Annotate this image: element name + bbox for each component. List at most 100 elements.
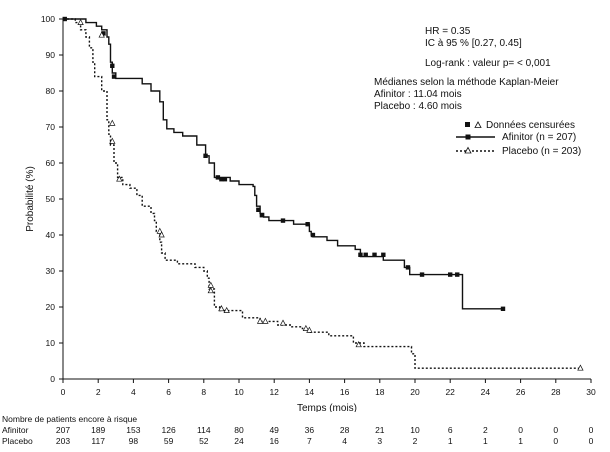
- at-risk-cell: 117: [91, 436, 105, 446]
- x-tick-label: 24: [481, 387, 491, 397]
- placebo-censor-triangle: [109, 137, 116, 144]
- confidence-interval-text: IC à 95 % [0.27, 0.45]: [425, 38, 522, 49]
- at-risk-cell: 28: [339, 425, 350, 435]
- at-risk-cell: 3: [377, 436, 383, 446]
- at-risk-row-label: Afinitor: [2, 425, 29, 435]
- at-risk-row-label: Placebo: [2, 436, 33, 446]
- legend-placebo-triangle-icon: [464, 146, 472, 154]
- placebo-censor-triangle: [98, 31, 105, 38]
- x-tick-label: 14: [305, 387, 315, 397]
- y-tick-label: 40: [46, 230, 56, 240]
- afinitor-censor-square: [101, 31, 106, 36]
- afinitor-censor-square: [259, 213, 265, 218]
- legend-afinitor-label: Afinitor (n = 207): [502, 132, 576, 143]
- placebo-censor-triangle: [279, 319, 287, 326]
- y-tick-label: 20: [46, 302, 56, 312]
- afinitor-censor-square: [62, 16, 67, 22]
- chart-axes: 0 2 4 6 8 10 12 14 16 18 20 22 24 26 28 300102030405060…: [41, 14, 596, 397]
- at-risk-cell: 126: [161, 425, 176, 435]
- y-tick-label: 50: [46, 194, 56, 204]
- afinitor-censor-square: [372, 252, 377, 257]
- afinitor-censor-square: [310, 232, 316, 238]
- at-risk-cell: 36: [304, 425, 315, 435]
- legend-censor-square-icon: [465, 122, 470, 127]
- placebo-censor-triangle: [207, 281, 214, 288]
- afinitor-censor-square: [358, 252, 363, 257]
- at-risk-cell: 10: [410, 425, 420, 435]
- y-tick-label: 60: [46, 158, 56, 168]
- afinitor-censor-square: [111, 74, 117, 79]
- at-risk-cell: 153: [126, 425, 141, 435]
- at-risk-cell: 0: [588, 436, 594, 446]
- afinitor-censor-square: [419, 272, 425, 277]
- afinitor-censor-square: [363, 252, 368, 257]
- x-tick-label: 16: [340, 387, 350, 397]
- y-tick-label: 100: [41, 14, 55, 24]
- at-risk-cell: 4: [342, 436, 347, 446]
- at-risk-cell: 1: [483, 436, 488, 446]
- x-axis-label: Temps (mois): [297, 403, 357, 412]
- at-risk-cell: 2: [483, 425, 488, 435]
- placebo-censor-triangle: [158, 231, 165, 238]
- at-risk-title: Nombre de patients encore à risque: [2, 414, 138, 424]
- placebo-censor-triangle: [577, 364, 584, 371]
- x-tick-label: 18: [375, 387, 385, 397]
- at-risk-cell: 207: [55, 425, 71, 435]
- y-axis-label: Probabilité (%): [25, 166, 36, 232]
- medians-title: Médianes selon la méthode Kaplan-Meier: [374, 77, 559, 88]
- median-afinitor-text: Afinitor : 11.04 mois: [374, 89, 462, 100]
- y-tick-label: 10: [46, 338, 56, 348]
- x-tick-label: 20: [410, 387, 420, 397]
- placebo-censor-triangle: [306, 326, 313, 333]
- legend-afinitor-square-icon: [465, 134, 471, 140]
- afinitor-censor-square: [500, 306, 506, 311]
- at-risk-cell: 98: [128, 436, 139, 446]
- x-tick-label: 26: [516, 387, 526, 397]
- placebo-censor-triangle: [355, 341, 362, 348]
- at-risk-cell: 6: [447, 425, 453, 435]
- at-risk-cell: 114: [197, 425, 211, 435]
- afinitor-censor-square: [203, 153, 208, 158]
- at-risk-cell: 80: [234, 425, 244, 435]
- placebo-censor-triangle: [116, 175, 123, 182]
- kaplan-meier-chart: 0 2 4 6 8 10 12 14 16 18 20 22 24 26 28 300102030405060…: [25, 14, 596, 412]
- y-tick-label: 70: [46, 122, 56, 132]
- at-risk-cell: 189: [91, 425, 106, 435]
- x-tick-label: 22: [445, 387, 455, 397]
- legend-censored-label: Données censurées: [486, 120, 575, 131]
- placebo-censor-triangle: [156, 227, 163, 234]
- placebo-censor-triangle: [262, 317, 269, 324]
- afinitor-censor-square: [305, 222, 310, 227]
- afinitor-censor-square: [110, 63, 115, 68]
- placebo-censor-triangle: [77, 18, 84, 25]
- y-tick-label: 80: [46, 86, 56, 96]
- y-tick-label: 90: [46, 50, 56, 60]
- placebo-censor-triangle: [302, 324, 310, 331]
- patients-at-risk-table: Nombre de patients encore à risque Afini…: [2, 414, 608, 450]
- y-tick-label: 0: [50, 374, 55, 384]
- at-risk-cell: 1: [447, 436, 453, 446]
- x-tick-label: 6: [166, 387, 171, 397]
- x-tick-label: 2: [96, 387, 101, 397]
- logrank-text: Log-rank : valeur p= < 0,001: [425, 58, 551, 69]
- placebo-censor-triangle: [218, 305, 225, 312]
- afinitor-censor-square: [215, 175, 221, 180]
- x-tick-label: 12: [269, 387, 279, 397]
- placebo-censor-triangle: [109, 119, 116, 126]
- at-risk-cell: 203: [55, 436, 71, 446]
- censor-marks: [62, 16, 584, 371]
- afinitor-censor-square: [455, 272, 460, 277]
- placebo-censor-triangle: [256, 317, 264, 324]
- at-risk-cell: 2: [412, 436, 418, 446]
- at-risk-cell: 0: [518, 425, 523, 435]
- afinitor-censor-square: [280, 218, 286, 223]
- afinitor-censor-square: [381, 252, 386, 257]
- at-risk-cell: 0: [553, 425, 559, 435]
- at-risk-cell: 1: [518, 436, 523, 446]
- legend-placebo-label: Placebo (n = 203): [502, 146, 581, 157]
- placebo-censor-triangle: [223, 306, 230, 313]
- at-risk-cell: 0: [588, 425, 594, 435]
- x-tick-label: 0: [61, 387, 66, 397]
- afinitor-censor-square: [219, 177, 224, 182]
- x-tick-label: 30: [586, 387, 596, 397]
